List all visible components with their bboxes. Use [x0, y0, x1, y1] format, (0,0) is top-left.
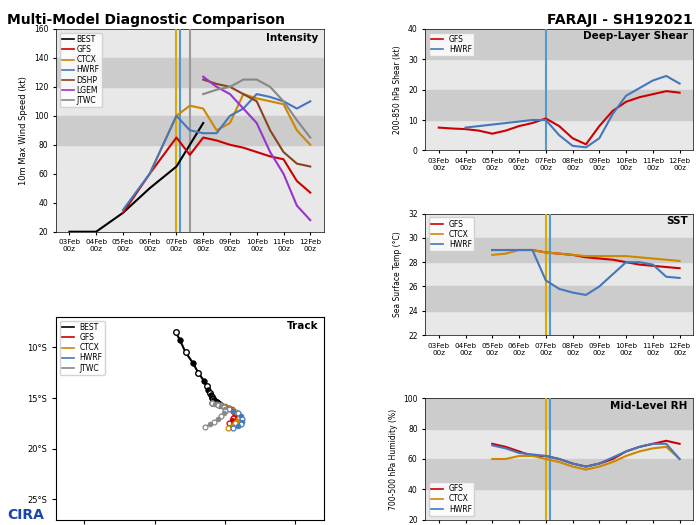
- Text: Intensity: Intensity: [266, 33, 318, 43]
- Text: Mid-Level RH: Mid-Level RH: [610, 401, 687, 411]
- Text: Multi-Model Diagnostic Comparison: Multi-Model Diagnostic Comparison: [7, 13, 285, 27]
- Legend: GFS, HWRF: GFS, HWRF: [429, 33, 475, 56]
- Y-axis label: 10m Max Wind Speed (kt): 10m Max Wind Speed (kt): [20, 76, 28, 185]
- Y-axis label: 200-850 hPa Shear (kt): 200-850 hPa Shear (kt): [393, 45, 402, 134]
- Text: SST: SST: [666, 216, 687, 226]
- Text: Deep-Layer Shear: Deep-Layer Shear: [583, 32, 687, 41]
- Bar: [426, 29, 693, 59]
- Bar: [426, 398, 693, 428]
- Y-axis label: 700-500 hPa Humidity (%): 700-500 hPa Humidity (%): [389, 408, 398, 510]
- Legend: BEST, GFS, CTCX, HWRF, JTWC: BEST, GFS, CTCX, HWRF, JTWC: [60, 321, 105, 375]
- Bar: [426, 287, 693, 311]
- Bar: [56, 116, 323, 145]
- Y-axis label: Sea Surface Temp (°C): Sea Surface Temp (°C): [393, 232, 402, 317]
- Legend: GFS, CTCX, HWRF: GFS, CTCX, HWRF: [429, 482, 475, 516]
- Bar: [426, 238, 693, 262]
- Bar: [56, 58, 323, 87]
- Text: Track: Track: [287, 321, 318, 331]
- Bar: [426, 90, 693, 120]
- Legend: BEST, GFS, CTCX, HWRF, DSHP, LGEM, JTWC: BEST, GFS, CTCX, HWRF, DSHP, LGEM, JTWC: [60, 33, 102, 107]
- Text: FARAJI - SH192021: FARAJI - SH192021: [547, 13, 693, 27]
- Text: CIRA: CIRA: [7, 508, 44, 522]
- Bar: [426, 459, 693, 489]
- Legend: GFS, CTCX, HWRF: GFS, CTCX, HWRF: [429, 217, 475, 251]
